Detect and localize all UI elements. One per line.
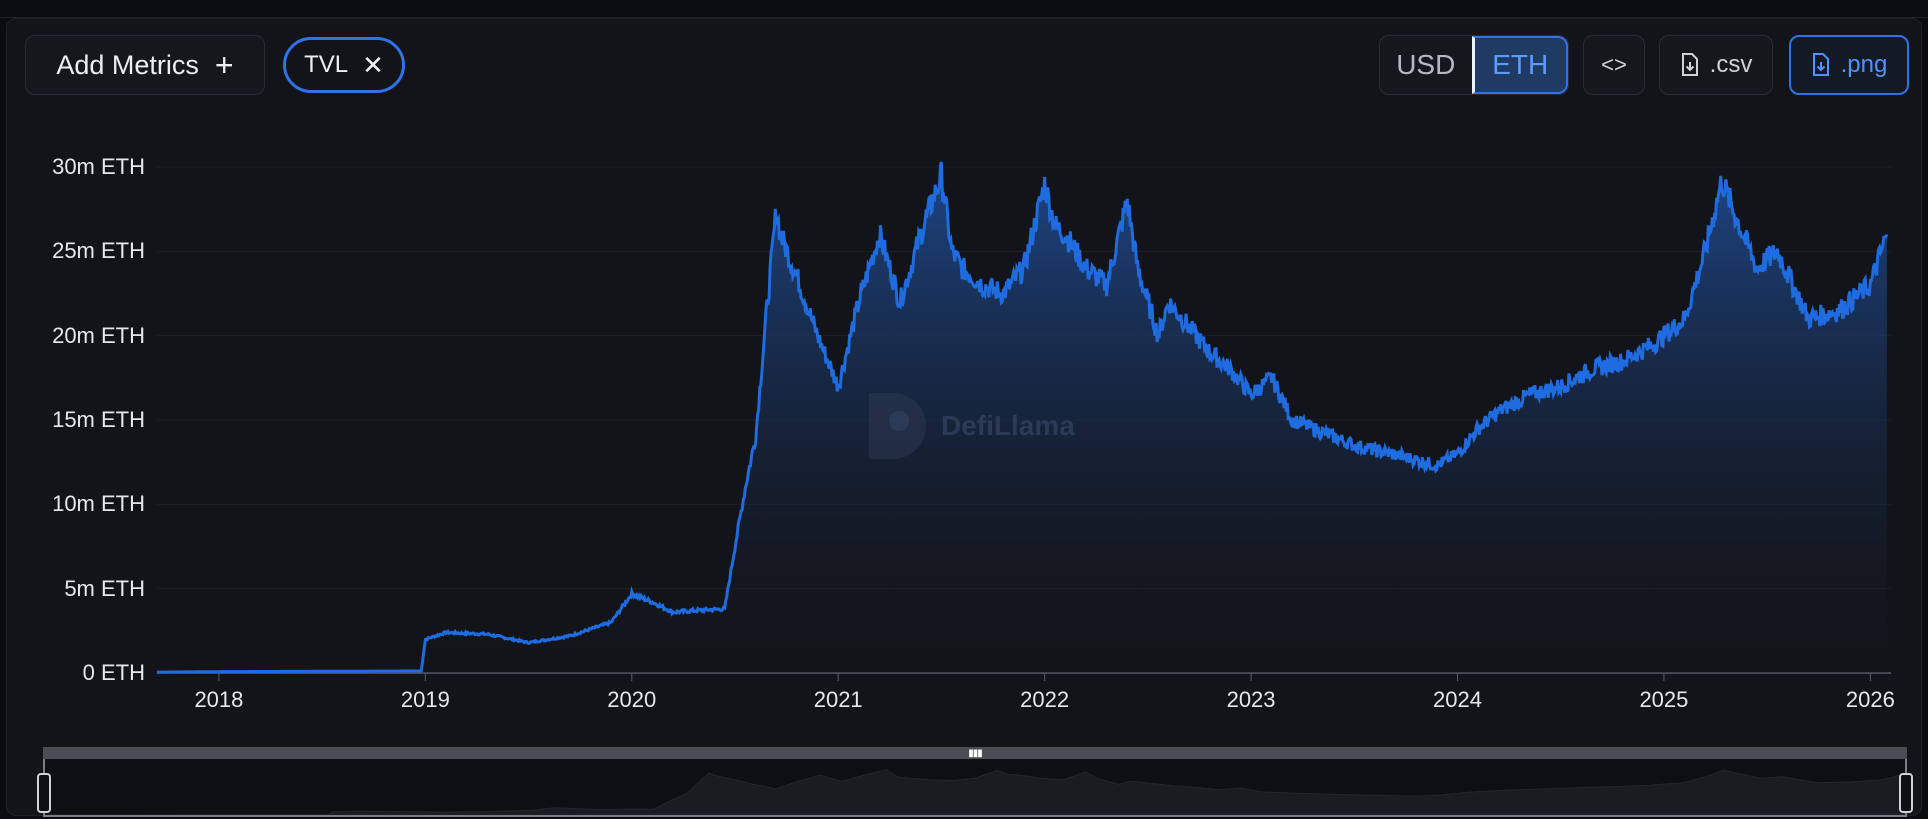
slider-handle-right[interactable] xyxy=(1899,773,1913,813)
y-tick-label: 20m ETH xyxy=(52,322,145,348)
embed-button[interactable]: <> xyxy=(1583,35,1645,95)
llama-logo-icon xyxy=(869,393,926,459)
y-tick-label: 25m ETH xyxy=(52,238,145,264)
csv-label: .csv xyxy=(1709,51,1753,78)
y-tick-label: 15m ETH xyxy=(52,407,145,432)
file-download-icon xyxy=(1681,53,1698,76)
x-tick-label: 2018 xyxy=(194,687,244,712)
watermark: DefiLlama xyxy=(865,391,1075,461)
code-brackets-icon: <> xyxy=(1601,52,1627,77)
drag-grip-icon: ▮▮▮ xyxy=(968,748,982,759)
chart-panel: Add Metrics + TVL ✕ USD ETH <> .csv .png… xyxy=(6,18,1923,819)
x-tick-label: 2026 xyxy=(1845,687,1895,712)
x-tick-label: 2022 xyxy=(1020,687,1070,712)
x-tick-label: 2024 xyxy=(1433,687,1482,712)
y-tick-label: 0 ETH xyxy=(82,660,145,685)
currency-toggle: USD ETH xyxy=(1379,35,1569,95)
currency-option-usd[interactable]: USD xyxy=(1396,49,1456,80)
x-tick-label: 2021 xyxy=(813,687,863,712)
x-tick-label: 2023 xyxy=(1226,687,1276,712)
top-strip xyxy=(0,0,1928,18)
metric-pill-tvl[interactable]: TVL ✕ xyxy=(283,37,405,93)
close-icon[interactable]: ✕ xyxy=(362,50,384,80)
download-png-button[interactable]: .png xyxy=(1789,35,1909,95)
slider-drag-bar[interactable]: ▮▮▮ xyxy=(43,747,1907,759)
range-slider[interactable]: ▮▮▮ xyxy=(37,747,1913,819)
plus-icon: + xyxy=(214,47,234,83)
y-tick-label: 30m ETH xyxy=(52,154,145,179)
watermark-text: DefiLlama xyxy=(941,410,1075,441)
currency-option-eth[interactable]: ETH xyxy=(1471,36,1568,94)
mini-area-chart xyxy=(45,769,1905,815)
x-tick-label: 2019 xyxy=(400,687,450,712)
file-download-icon xyxy=(1812,53,1829,76)
x-tick-label: 2025 xyxy=(1639,687,1689,712)
chart-area[interactable]: 0 ETH 5m ETH 10m ETH 15m ETH 20m ETH 25m ETH 3… xyxy=(7,119,1923,719)
metric-pill-label: TVL xyxy=(304,51,349,78)
add-metrics-button[interactable]: Add Metrics + xyxy=(25,35,265,95)
download-csv-button[interactable]: .csv xyxy=(1659,35,1773,95)
slider-handle-left[interactable] xyxy=(37,773,51,813)
png-label: .png xyxy=(1840,51,1888,78)
y-tick-label: 10m ETH xyxy=(52,491,145,517)
y-tick-label: 5m ETH xyxy=(64,575,145,601)
slider-track xyxy=(43,759,1907,817)
tvl-area-chart xyxy=(156,161,1891,681)
x-tick-label: 2020 xyxy=(607,687,657,712)
add-metrics-label: Add Metrics xyxy=(56,49,199,80)
